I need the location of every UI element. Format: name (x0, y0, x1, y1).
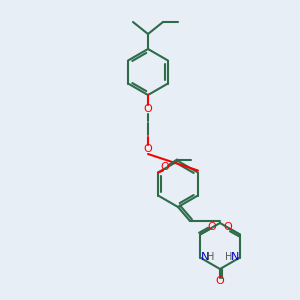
Text: O: O (216, 276, 224, 286)
Text: H: H (225, 253, 233, 262)
Text: N: N (231, 253, 239, 262)
Text: H: H (207, 253, 215, 262)
Text: N: N (201, 253, 209, 262)
Text: O: O (208, 221, 217, 232)
Text: O: O (144, 144, 152, 154)
Text: O: O (144, 104, 152, 114)
Text: O: O (224, 221, 232, 232)
Text: O: O (161, 163, 170, 172)
